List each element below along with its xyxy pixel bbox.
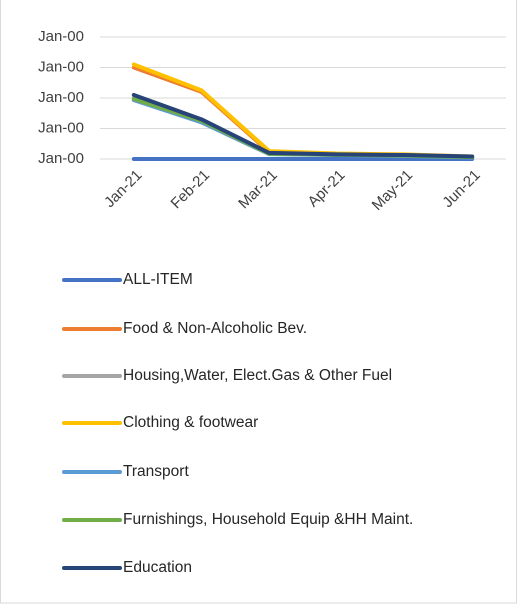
legend-label: ALL-ITEM (123, 271, 193, 288)
legend-label: Furnishings, Household Equip &HH Maint. (123, 511, 413, 528)
y-tick-label: Jan-00 (38, 28, 84, 45)
legend: ALL-ITEM Food & Non-Alcoholic Bev. Housing… (62, 271, 413, 576)
legend-label: Housing,Water, Elect.Gas & Other Fuel (123, 367, 392, 384)
y-tick-label: Jan-00 (38, 119, 84, 136)
y-tick-label: Jan-00 (38, 150, 84, 167)
series-line (131, 92, 475, 159)
legend-label: Education (123, 559, 192, 576)
y-tick-label: Jan-00 (38, 89, 84, 106)
legend-label: Clothing & footwear (123, 414, 258, 431)
legend-label: Food & Non-Alcoholic Bev. (123, 320, 307, 337)
y-tick-label: Jan-00 (38, 58, 84, 75)
legend-label: Transport (123, 463, 189, 480)
